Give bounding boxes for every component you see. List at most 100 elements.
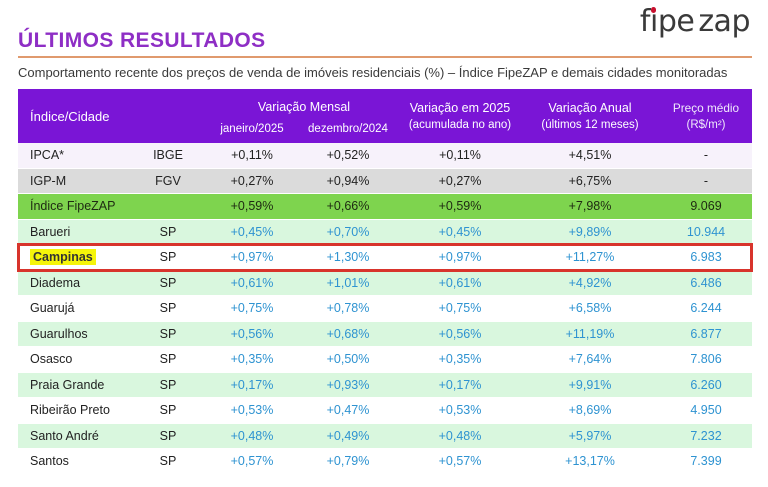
row-name-cell: Barueri [18,225,128,239]
table-header: Índice/Cidade Variação Mensal janeiro/20… [18,89,752,143]
value-january-2025: +0,59% [230,199,274,214]
row-name-cell: Diadema [18,276,128,290]
table-row[interactable]: Santo André SP +0,48% +0,49% +0,48% +5,9… [18,423,752,449]
source-or-state: SP [159,301,177,316]
row-name-cell: IPCA* [18,148,128,162]
row-name-cell: Osasco [18,352,128,366]
row-name-cell: Guarulhos [18,327,128,341]
value-december-2024: +0,47% [326,403,370,418]
value-annual: +13,17% [565,454,615,469]
city-or-index-name: Barueri [30,224,71,239]
value-ytd-2025: +0,75% [438,301,482,316]
value-average-price: - [703,148,709,163]
table-row[interactable]: Guarulhos SP +0,56% +0,68% +0,56% +11,19… [18,321,752,347]
table-row[interactable]: Praia Grande SP +0,17% +0,93% +0,17% +9,… [18,372,752,398]
table-row[interactable]: Índice FipeZAP +0,59% +0,66% +0,59% +7,9… [18,194,752,220]
value-december-2024: +0,68% [326,326,370,341]
value-january-2025: +0,27% [230,173,274,188]
value-annual: +6,75% [568,173,612,188]
value-average-price: 6.983 [690,250,722,265]
source-or-state: SP [159,377,177,392]
col-header-annual-line2: (últimos 12 meses) [541,119,639,131]
value-average-price: 6.260 [690,377,722,392]
col-header-price-line1: Preço médio [672,101,740,115]
value-ytd-2025: +0,57% [438,454,482,469]
row-name-cell: Guarujá [18,301,128,315]
value-ytd-2025: +0,27% [438,173,482,188]
table-row[interactable]: Osasco SP +0,35% +0,50% +0,35% +7,64% 7.… [18,347,752,373]
row-name-cell: Santo André [18,429,128,443]
value-january-2025: +0,75% [230,301,274,316]
value-average-price: 6.244 [690,301,722,316]
value-january-2025: +0,11% [231,148,273,163]
table-row[interactable]: Barueri SP +0,45% +0,70% +0,45% +9,89% 1… [18,219,752,245]
value-january-2025: +0,48% [230,428,274,443]
value-december-2024: +0,70% [326,224,370,239]
results-table: Índice/Cidade Variação Mensal janeiro/20… [17,89,753,475]
city-or-index-name: Ribeirão Preto [30,403,110,418]
value-average-price: 7.232 [690,428,722,443]
col-header-annual-line1: Variação Anual [548,101,632,115]
value-average-price: - [703,173,709,188]
value-annual: +4,92% [568,275,612,290]
col-header-january-2025: janeiro/2025 [220,123,284,135]
city-or-index-name: Índice FipeZAP [30,199,116,214]
table-row[interactable]: IPCA* IBGE +0,11% +0,52% +0,11% +4,51% - [18,143,752,169]
source-or-state: SP [159,428,177,443]
value-december-2024: +0,93% [326,377,370,392]
table-row[interactable]: Guarujá SP +0,75% +0,78% +0,75% +6,58% 6… [18,296,752,322]
source-or-state: SP [159,224,177,239]
value-annual: +9,91% [568,377,612,392]
row-name-cell: Praia Grande [18,378,128,392]
value-ytd-2025: +0,56% [438,326,482,341]
value-annual: +7,64% [568,352,612,367]
city-or-index-name: Osasco [30,352,73,367]
subtitle: Comportamento recente dos preços de vend… [18,65,728,80]
col-header-price-line2: (R$/m²) [686,119,726,131]
city-or-index-name: Campinas [30,249,96,266]
value-december-2024: +1,01% [326,275,370,290]
table-row[interactable]: Campinas SP +0,97% +1,30% +0,97% +11,27%… [17,243,753,272]
col-header-ytd-line1: Variação em 2025 [409,101,511,115]
value-ytd-2025: +0,17% [438,377,482,392]
value-annual: +6,58% [568,301,612,316]
source-or-state: SP [159,352,177,367]
value-january-2025: +0,35% [230,352,274,367]
value-ytd-2025: +0,97% [438,250,482,265]
source-or-state: SP [159,403,177,418]
city-or-index-name: Diadema [30,275,81,290]
col-header-annual-variation: Variação Anual (últimos 12 meses) [520,89,660,143]
value-annual: +11,27% [565,250,615,265]
value-average-price: 6.486 [690,275,722,290]
col-header-ytd-line2: (acumulada no ano) [408,119,512,131]
value-annual: +8,69% [568,403,612,418]
value-average-price: 6.877 [690,326,722,341]
col-header-average-price: Preço médio (R$/m²) [660,89,752,143]
logo-red-dot-icon [650,7,657,13]
value-january-2025: +0,17% [230,377,274,392]
value-december-2024: +0,94% [326,173,370,188]
table-row[interactable]: Diadema SP +0,61% +1,01% +0,61% +4,92% 6… [18,270,752,296]
page-title: ÚLTIMOS RESULTADOS [18,29,266,52]
fipezap-logo: fı pe zap [639,4,751,40]
value-december-2024: +0,79% [326,454,370,469]
table-row[interactable]: Ribeirão Preto SP +0,53% +0,47% +0,53% +… [18,398,752,424]
value-ytd-2025: +0,61% [438,275,482,290]
source-or-state: SP [159,275,177,290]
value-december-2024: +0,50% [326,352,370,367]
value-annual: +9,89% [568,224,612,239]
source-or-state: SP [159,326,177,341]
city-or-index-name: Praia Grande [30,377,105,392]
value-ytd-2025: +0,11% [439,148,481,163]
row-name-cell: IGP-M [18,174,128,188]
table-row[interactable]: Santos SP +0,57% +0,79% +0,57% +13,17% 7… [18,449,752,475]
col-header-monthly-variation: Variação Mensal [257,100,351,114]
orange-divider [18,56,752,58]
logo-text-fi: fı [639,4,658,39]
value-average-price: 4.950 [690,403,722,418]
value-january-2025: +0,56% [230,326,274,341]
table-row[interactable]: IGP-M FGV +0,27% +0,94% +0,27% +6,75% - [18,168,752,194]
value-december-2024: +1,30% [326,250,370,265]
col-header-ytd-variation: Variação em 2025 (acumulada no ano) [400,89,520,143]
